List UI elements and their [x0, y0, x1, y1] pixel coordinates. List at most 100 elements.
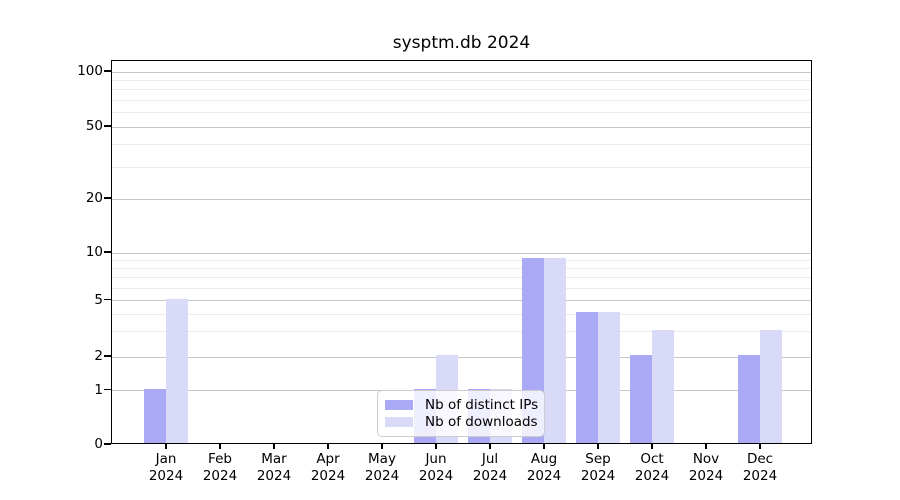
- month-label: Feb: [208, 451, 232, 467]
- bar-downloads: [652, 330, 674, 443]
- x-axis-tick: [381, 444, 383, 449]
- y-axis-tick: [104, 125, 111, 127]
- legend-swatch-downloads: [385, 417, 413, 428]
- bar-distinct-ips: [576, 312, 598, 443]
- y-axis-tick-label: 2: [94, 348, 103, 364]
- y-axis-tick-label: 100: [77, 63, 103, 79]
- x-axis-tick-label: Jan 2024: [126, 451, 206, 485]
- year-label: 2024: [634, 468, 670, 484]
- x-axis-tick-label: Jul 2024: [450, 451, 530, 485]
- bar-downloads: [166, 298, 188, 443]
- x-axis-tick: [759, 444, 761, 449]
- month-label: Jul: [481, 451, 499, 467]
- bar-downloads: [760, 330, 782, 443]
- year-label: 2024: [742, 468, 778, 484]
- year-label: 2024: [364, 468, 400, 484]
- x-axis-tick-label: Apr 2024: [288, 451, 368, 485]
- y-minor-gridline: [112, 112, 811, 114]
- legend-label-distinct-ips: Nb of distinct IPs: [425, 396, 539, 413]
- y-major-gridline: [112, 71, 811, 73]
- bar-distinct-ips: [738, 355, 760, 443]
- y-major-gridline: [112, 126, 811, 128]
- y-minor-gridline: [112, 79, 811, 81]
- year-label: 2024: [472, 468, 508, 484]
- y-axis-tick: [104, 355, 111, 357]
- y-axis-tick: [104, 70, 111, 72]
- x-axis-tick: [273, 444, 275, 449]
- legend-entry-downloads: Nb of downloads: [385, 414, 538, 432]
- y-minor-gridline: [112, 89, 811, 91]
- month-label: Dec: [746, 451, 774, 467]
- x-axis-tick-label: Dec 2024: [720, 451, 800, 485]
- y-minor-gridline: [112, 144, 811, 146]
- y-minor-gridline: [112, 166, 811, 168]
- month-label: Oct: [640, 451, 664, 467]
- month-label: Mar: [261, 451, 287, 467]
- y-axis-tick-label: 50: [85, 118, 103, 134]
- bar-distinct-ips: [630, 355, 652, 443]
- y-minor-gridline: [112, 276, 811, 278]
- chart-title: sysptm.db 2024: [392, 33, 531, 53]
- y-axis-tick: [104, 443, 111, 445]
- year-label: 2024: [310, 468, 346, 484]
- x-axis-tick: [705, 444, 707, 449]
- y-minor-gridline: [112, 267, 811, 269]
- y-axis-tick-label: 10: [85, 244, 103, 260]
- legend-label-downloads: Nb of downloads: [425, 414, 538, 431]
- year-label: 2024: [580, 468, 616, 484]
- y-axis-tick: [104, 388, 111, 391]
- y-major-gridline: [112, 300, 811, 301]
- x-axis-tick-label: Sep 2024: [558, 451, 638, 485]
- y-axis-tick: [104, 197, 111, 199]
- y-axis-tick-label: 20: [85, 190, 103, 206]
- y-minor-gridline: [112, 259, 811, 261]
- year-label: 2024: [256, 468, 292, 484]
- y-minor-gridline: [112, 313, 811, 315]
- month-label: Jun: [425, 451, 447, 467]
- month-label: Apr: [316, 451, 340, 467]
- month-label: May: [368, 451, 396, 467]
- x-axis-tick: [543, 444, 545, 449]
- year-label: 2024: [202, 468, 238, 484]
- legend-swatch-distinct-ips: [385, 399, 413, 410]
- y-axis-tick-label: 1: [94, 381, 103, 398]
- x-axis-tick: [489, 444, 491, 449]
- y-minor-gridline: [112, 331, 811, 333]
- x-axis-tick: [435, 444, 437, 449]
- y-minor-gridline: [112, 99, 811, 101]
- x-axis-tick-label: Mar 2024: [234, 451, 314, 485]
- year-label: 2024: [148, 468, 184, 484]
- y-major-gridline: [112, 356, 811, 358]
- x-axis-tick-label: Nov 2024: [666, 451, 746, 485]
- month-label: Sep: [585, 451, 611, 467]
- bar-distinct-ips: [144, 388, 166, 443]
- year-label: 2024: [418, 468, 454, 484]
- x-axis-tick: [597, 444, 599, 449]
- x-axis-tick: [651, 444, 653, 449]
- x-axis-tick-label: Oct 2024: [612, 451, 692, 485]
- legend-entry-distinct-ips: Nb of distinct IPs: [385, 396, 539, 414]
- y-major-gridline: [112, 198, 811, 200]
- month-label: Nov: [692, 451, 720, 467]
- plot-area: [111, 60, 812, 444]
- month-label: Aug: [530, 451, 558, 467]
- bar-downloads: [544, 258, 566, 443]
- year-label: 2024: [688, 468, 724, 484]
- x-axis-tick-label: Jun 2024: [396, 451, 476, 485]
- y-axis-tick-label: 5: [94, 291, 103, 308]
- legend: Nb of distinct IPs Nb of downloads: [377, 390, 545, 437]
- x-axis-tick: [327, 444, 329, 449]
- y-axis-tick: [104, 298, 111, 301]
- x-axis-tick: [219, 444, 221, 449]
- x-axis-tick-label: May 2024: [342, 451, 422, 485]
- bar-downloads: [598, 312, 620, 443]
- y-axis-tick-label: 0: [94, 436, 103, 452]
- y-minor-gridline: [112, 287, 811, 289]
- month-label: Jan: [155, 451, 177, 467]
- y-axis-tick: [104, 251, 111, 253]
- y-major-gridline: [112, 252, 811, 254]
- x-axis-tick: [165, 444, 167, 449]
- x-axis-tick-label: Aug 2024: [504, 451, 584, 485]
- x-axis-tick-label: Feb 2024: [180, 451, 260, 485]
